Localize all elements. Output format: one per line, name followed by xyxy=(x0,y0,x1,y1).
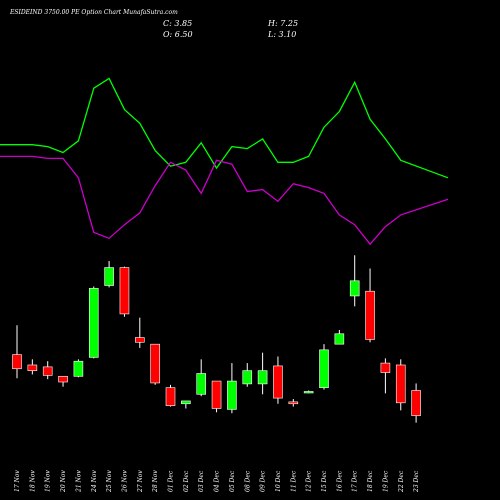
candle-body-down xyxy=(273,365,283,399)
candle-11 xyxy=(165,384,176,407)
x-tick-label: 17 Dec xyxy=(352,470,359,492)
x-tick-label: 10 Dec xyxy=(275,470,282,492)
candle-15 xyxy=(227,363,237,414)
x-tick-label: 17 Nov xyxy=(14,470,21,492)
candle-body-up xyxy=(349,280,360,297)
candle-22 xyxy=(334,329,345,345)
candle-1 xyxy=(12,325,22,379)
x-tick-label: 19 Nov xyxy=(45,470,52,492)
candle-body-down xyxy=(165,387,176,406)
candle-10 xyxy=(150,343,160,385)
x-tick-label: 18 Dec xyxy=(367,470,374,492)
x-tick-label: 12 Dec xyxy=(306,470,313,492)
candle-body-down xyxy=(365,290,375,340)
x-tick-label: 23 Dec xyxy=(413,470,420,493)
x-tick-label: 04 Dec xyxy=(214,470,221,492)
x-tick-label: 25 Nov xyxy=(106,470,113,493)
x-tick-label: 19 Dec xyxy=(382,470,389,492)
candle-25 xyxy=(380,358,391,394)
candle-7 xyxy=(104,260,114,288)
x-tick-label: 03 Dec xyxy=(198,470,205,492)
x-tick-label: 22 Dec xyxy=(398,470,405,493)
candle-body-up xyxy=(334,333,345,345)
candle-24 xyxy=(365,268,375,343)
candle-19 xyxy=(288,399,299,407)
candle-5 xyxy=(73,359,84,378)
x-tick-label: 26 Nov xyxy=(121,470,128,493)
x-tick-label: 11 Dec xyxy=(290,470,297,492)
candle-body-down xyxy=(395,364,406,404)
candle-6 xyxy=(88,286,99,359)
candle-20 xyxy=(303,390,314,394)
indicator-line-1 xyxy=(0,77,449,179)
candle-body-up xyxy=(303,391,314,394)
x-tick-label: 15 Dec xyxy=(321,470,328,492)
indicator-lines xyxy=(0,77,449,246)
candle-body-up xyxy=(73,360,84,377)
candle-body-down xyxy=(135,337,145,343)
candle-body-down xyxy=(211,380,222,409)
candle-18 xyxy=(273,356,283,404)
x-tick-label: 09 Dec xyxy=(260,470,267,492)
open-label: O: 6.50 xyxy=(163,30,193,39)
candles xyxy=(12,255,421,423)
candle-27 xyxy=(411,383,421,423)
candle-9 xyxy=(135,317,145,348)
candle-body-down xyxy=(27,364,38,371)
x-tick-label: 24 Nov xyxy=(91,470,98,493)
candle-body-up xyxy=(227,380,237,410)
low-label: L: 3.10 xyxy=(267,30,296,39)
candle-body-down xyxy=(380,362,391,373)
x-axis-ticks: 17 Nov 18 Nov 19 Nov 20 Nov 21 Nov 24 Nov 25 N… xyxy=(14,470,420,493)
candle-17 xyxy=(257,352,268,395)
candle-body-down xyxy=(42,366,53,376)
x-tick-label: 20 Nov xyxy=(60,470,67,493)
candle-body-up xyxy=(88,288,99,358)
close-label: C: 3.85 xyxy=(163,19,192,28)
candle-body-up xyxy=(257,370,268,385)
x-tick-label: 28 Nov xyxy=(152,470,159,493)
candle-body-down xyxy=(288,401,299,405)
candle-body-down xyxy=(58,376,68,383)
indicator-line-2 xyxy=(0,155,449,246)
candle-body-up xyxy=(319,349,329,388)
candle-3 xyxy=(42,361,53,380)
candle-23 xyxy=(349,255,360,307)
candle-2 xyxy=(27,359,38,375)
x-tick-label: 18 Nov xyxy=(29,470,36,492)
candle-body-up xyxy=(242,370,253,385)
chart-title: ESIDEIND 3750.00 PE Option Chart MunafaS… xyxy=(9,9,178,16)
x-tick-label: 27 Nov xyxy=(137,470,144,493)
candle-body-up xyxy=(181,400,191,405)
x-tick-label: 16 Dec xyxy=(336,470,343,492)
candle-body-up xyxy=(104,267,114,286)
candle-8 xyxy=(119,266,130,317)
candle-body-down xyxy=(12,354,22,370)
x-tick-label: 21 Nov xyxy=(75,470,82,493)
candle-4 xyxy=(58,376,68,387)
candle-body-up xyxy=(196,373,206,395)
candle-12 xyxy=(181,400,191,409)
x-tick-label: 02 Dec xyxy=(183,470,190,492)
candle-13 xyxy=(196,359,206,397)
candle-26 xyxy=(395,359,406,411)
candle-14 xyxy=(211,380,222,413)
high-label: H: 7.25 xyxy=(267,19,298,28)
x-tick-label: 01 Dec xyxy=(168,470,175,492)
x-tick-label: 05 Dec xyxy=(229,470,236,492)
candle-16 xyxy=(242,363,253,387)
candle-body-down xyxy=(119,267,130,315)
candle-body-down xyxy=(150,343,160,384)
candle-21 xyxy=(319,344,329,390)
x-tick-label: 08 Dec xyxy=(244,470,251,492)
candle-body-down xyxy=(411,390,421,416)
